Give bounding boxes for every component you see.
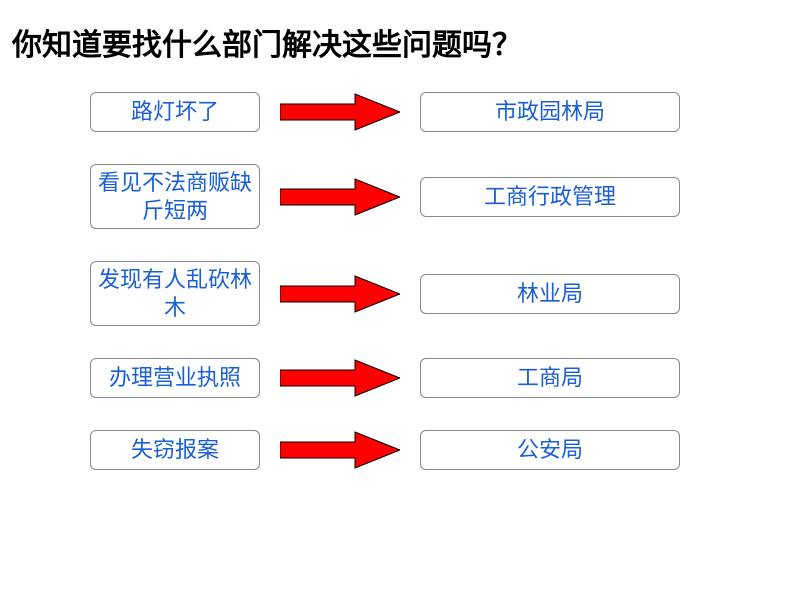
problem-box: 办理营业执照 (90, 358, 260, 398)
department-box: 市政园林局 (420, 92, 680, 132)
problem-box: 发现有人乱砍林木 (90, 261, 260, 326)
matching-row: 路灯坏了 市政园林局 (90, 92, 800, 132)
problem-box: 失窃报案 (90, 430, 260, 470)
department-box: 工商局 (420, 358, 680, 398)
problem-box: 路灯坏了 (90, 92, 260, 132)
matching-row: 失窃报案 公安局 (90, 430, 800, 470)
rows-container: 路灯坏了 市政园林局 看见不法商贩缺斤短两 工商行政管理 发现有人乱砍林木 林业… (0, 92, 800, 470)
arrow-icon (280, 177, 400, 217)
matching-row: 发现有人乱砍林木 林业局 (90, 261, 800, 326)
problem-box: 看见不法商贩缺斤短两 (90, 164, 260, 229)
page-title: 你知道要找什么部门解决这些问题吗？ (0, 20, 800, 64)
arrow-icon (280, 430, 400, 470)
arrow-icon (280, 358, 400, 398)
department-box: 工商行政管理 (420, 177, 680, 217)
matching-row: 办理营业执照 工商局 (90, 358, 800, 398)
arrow-icon (280, 274, 400, 314)
arrow-icon (280, 92, 400, 132)
matching-row: 看见不法商贩缺斤短两 工商行政管理 (90, 164, 800, 229)
department-box: 公安局 (420, 430, 680, 470)
department-box: 林业局 (420, 274, 680, 314)
